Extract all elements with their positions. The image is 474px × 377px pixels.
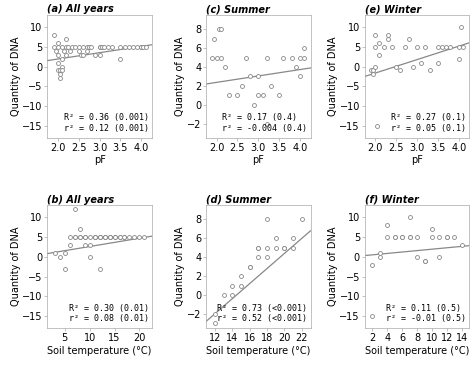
Point	[272, 245, 280, 251]
X-axis label: Soil temperature (°C): Soil temperature (°C)	[47, 346, 152, 356]
Point	[64, 44, 72, 50]
Point	[288, 55, 295, 61]
Point	[54, 67, 62, 74]
Point	[117, 44, 124, 50]
Point	[61, 250, 69, 256]
Point	[88, 44, 95, 50]
Point	[76, 226, 83, 232]
Point	[228, 292, 236, 298]
Point	[296, 74, 304, 80]
Text: R² = 0.27 (0.1)
r² = 0.05 (0.1): R² = 0.27 (0.1) r² = 0.05 (0.1)	[391, 113, 466, 133]
Point	[413, 234, 421, 240]
Text: R² = 0.11 (0.5)
r² = -0.01 (0.5): R² = 0.11 (0.5) r² = -0.01 (0.5)	[386, 304, 466, 323]
Text: (a) All years: (a) All years	[47, 4, 114, 14]
Point	[376, 250, 383, 256]
Point	[263, 121, 271, 127]
Point	[54, 52, 62, 58]
Point	[383, 222, 391, 228]
Point	[96, 44, 103, 50]
Point	[250, 102, 258, 108]
Point	[255, 254, 262, 260]
Point	[217, 26, 225, 32]
Point	[63, 52, 70, 58]
Text: (e) Winter: (e) Winter	[365, 4, 421, 14]
Point	[111, 234, 118, 240]
Point	[58, 55, 66, 61]
Point	[384, 36, 392, 42]
Y-axis label: Quantity of DNA: Quantity of DNA	[10, 37, 21, 116]
Point	[406, 234, 413, 240]
Point	[133, 44, 141, 50]
Point	[96, 234, 103, 240]
Point	[101, 234, 109, 240]
Point	[81, 234, 89, 240]
Point	[81, 234, 89, 240]
Point	[136, 234, 143, 240]
Point	[101, 234, 109, 240]
Point	[409, 63, 417, 69]
Point	[447, 44, 454, 50]
Point	[60, 48, 68, 54]
Point	[137, 44, 145, 50]
Point	[292, 64, 300, 70]
Point	[368, 262, 376, 268]
Point	[86, 254, 93, 260]
Point	[255, 245, 262, 251]
Point	[455, 55, 463, 61]
Point	[397, 67, 404, 74]
Point	[376, 40, 383, 46]
Point	[289, 245, 297, 251]
Point	[54, 44, 62, 50]
Point	[436, 254, 443, 260]
Point	[71, 234, 79, 240]
Point	[221, 64, 229, 70]
Point	[267, 83, 274, 89]
Point	[121, 44, 128, 50]
Point	[83, 48, 91, 54]
Point	[137, 44, 145, 50]
Point	[458, 242, 465, 248]
Point	[96, 52, 103, 58]
Point	[83, 44, 91, 50]
Point	[406, 234, 413, 240]
Point	[421, 44, 429, 50]
Point	[96, 234, 103, 240]
Point	[125, 44, 133, 50]
Point	[275, 92, 283, 98]
Point	[398, 234, 406, 240]
Point	[66, 234, 73, 240]
Point	[51, 250, 59, 256]
Point	[301, 55, 308, 61]
Point	[246, 264, 254, 270]
Point	[443, 234, 451, 240]
Point	[392, 63, 400, 69]
Point	[98, 44, 106, 50]
Point	[52, 48, 60, 54]
Point	[255, 74, 262, 80]
Point	[54, 60, 62, 66]
Point	[368, 313, 376, 319]
Point	[451, 234, 458, 240]
Point	[301, 45, 308, 51]
Point	[296, 55, 304, 61]
Point	[289, 235, 297, 241]
Point	[91, 234, 99, 240]
Point	[116, 234, 123, 240]
Point	[255, 245, 262, 251]
Point	[210, 36, 218, 42]
Point	[96, 44, 103, 50]
Point	[246, 264, 254, 270]
X-axis label: pF: pF	[252, 155, 264, 166]
Point	[391, 234, 399, 240]
Point	[104, 44, 112, 50]
Point	[428, 234, 436, 240]
Point	[413, 254, 421, 260]
Point	[369, 67, 377, 74]
Point	[71, 44, 78, 50]
Point	[131, 234, 138, 240]
Point	[406, 214, 413, 220]
Point	[77, 52, 84, 58]
Point	[213, 55, 220, 61]
Point	[58, 63, 66, 69]
Point	[111, 234, 118, 240]
